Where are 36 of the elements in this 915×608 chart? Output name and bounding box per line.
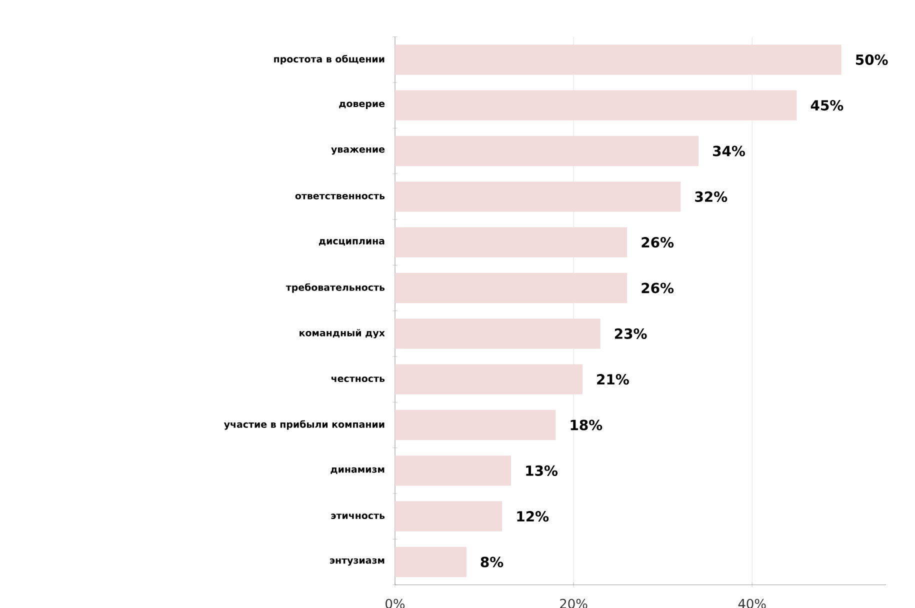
data-label: 45% <box>810 100 844 111</box>
y-tick-label: уважение <box>331 147 385 155</box>
data-label: 8% <box>480 556 504 568</box>
bar <box>395 44 842 75</box>
bar <box>395 182 681 212</box>
bar <box>395 90 797 120</box>
y-tick-label: энтузиазм <box>330 558 384 566</box>
bar <box>395 364 582 394</box>
data-label: 34% <box>712 146 745 156</box>
y-tick-label: простота в общении <box>274 54 384 64</box>
data-label: 21% <box>597 374 629 385</box>
data-label: 12% <box>517 511 549 522</box>
data-label: 23% <box>614 328 647 339</box>
bar <box>395 501 502 532</box>
y-tick-label: дисциплина <box>318 239 384 246</box>
y-tick-label: участие в прибыли компании <box>224 420 384 430</box>
data-label: 13% <box>526 465 558 476</box>
data-label: 26% <box>642 282 674 294</box>
y-tick-label: ответственность <box>295 194 385 200</box>
bar <box>395 272 628 304</box>
y-tick-label: честность <box>331 376 385 382</box>
bar <box>395 456 512 486</box>
data-label: 26% <box>642 237 674 248</box>
bar <box>395 410 556 440</box>
bar <box>395 318 600 349</box>
y-tick-label: доверие <box>339 102 385 109</box>
bar <box>395 136 699 166</box>
data-label: 50% <box>856 54 888 65</box>
bar <box>395 227 628 258</box>
data-label: 32% <box>695 191 728 202</box>
data-label: 18% <box>570 420 602 430</box>
y-tick-label: динамизм <box>330 467 384 474</box>
y-tick-label: командный дух <box>300 329 385 338</box>
bar <box>395 546 466 578</box>
y-tick-label: требовательность <box>286 283 385 293</box>
y-tick-label: этичность <box>331 514 385 520</box>
